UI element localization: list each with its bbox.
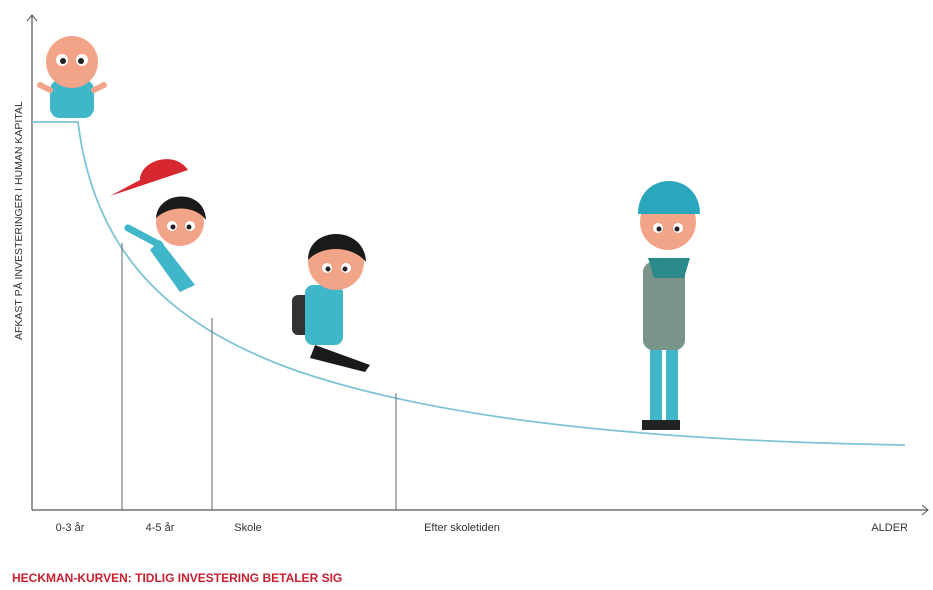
caption: HECKMAN-KURVEN: TIDLIG INVESTERING BETAL… bbox=[12, 571, 342, 585]
x-label: Skole bbox=[234, 522, 262, 534]
y-arrow bbox=[26, 14, 38, 22]
x-end-label: ALDER bbox=[871, 522, 908, 534]
x-label: Efter skoletiden bbox=[424, 522, 500, 534]
x-label: 4-5 år bbox=[146, 522, 175, 534]
baby-figure bbox=[37, 36, 107, 118]
x-arrow bbox=[921, 504, 929, 516]
adult-figure bbox=[638, 181, 700, 430]
schoolchild-figure bbox=[292, 233, 370, 372]
heckman-curve bbox=[32, 121, 906, 446]
y-axis-label: AFKAST PÅ INVESTERINGER I HUMAN KAPITAL bbox=[12, 101, 25, 340]
child-figure bbox=[110, 159, 206, 292]
x-label: 0-3 år bbox=[56, 522, 85, 534]
